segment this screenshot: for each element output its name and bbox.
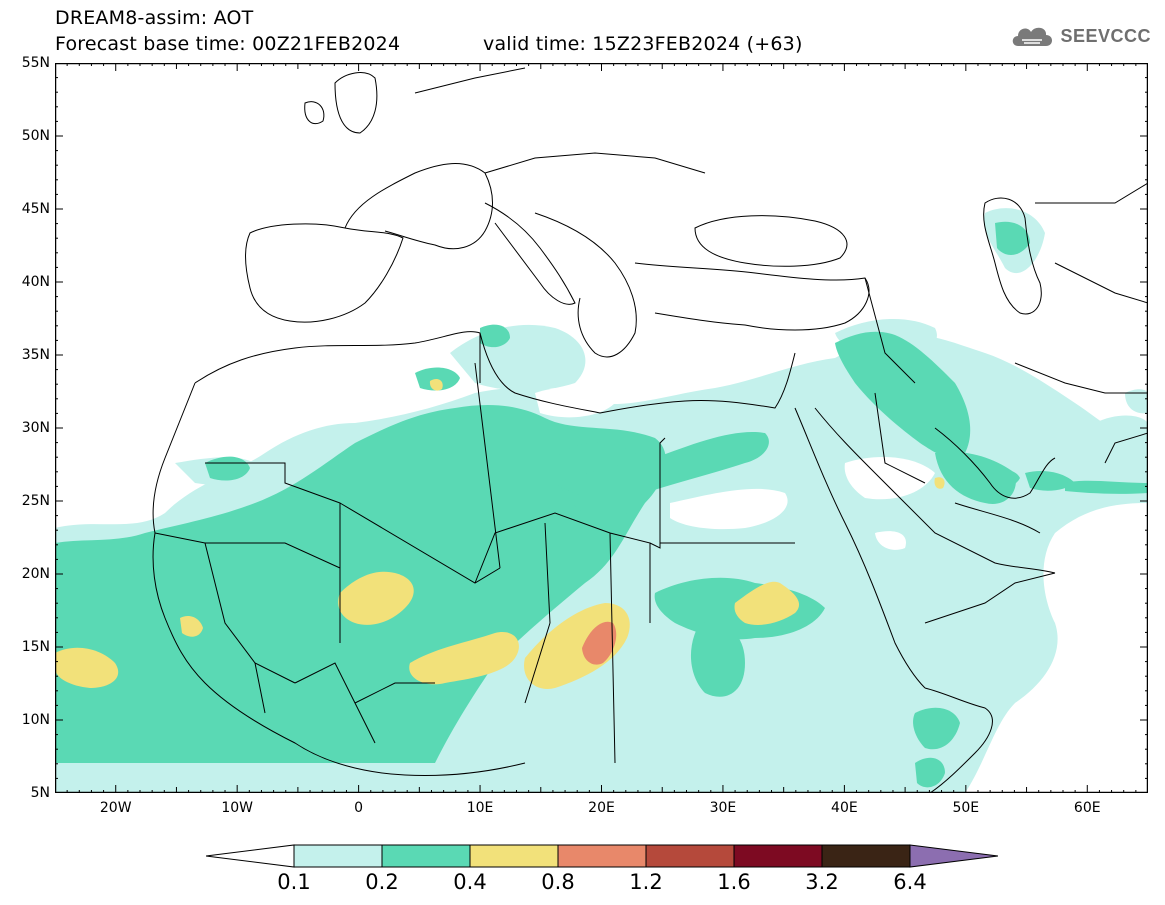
colorbar-level-label: 3.2 bbox=[805, 870, 839, 894]
lon-label: 50E bbox=[952, 800, 980, 816]
colorbar-level-label: 0.8 bbox=[541, 870, 575, 894]
lat-label: 25N bbox=[21, 493, 50, 509]
lat-label: 30N bbox=[21, 420, 50, 436]
colorbar-swatch bbox=[733, 844, 823, 868]
colorbar-level-label: 0.2 bbox=[365, 870, 399, 894]
aot-colorbar bbox=[205, 843, 999, 873]
seevccc-logo: SEEVCCC bbox=[1010, 22, 1151, 50]
forecast-time-line: Forecast base time: 00Z21FEB2024 valid ti… bbox=[55, 33, 802, 55]
colorbar-swatch bbox=[821, 844, 911, 868]
chart-title: DREAM8-assim: AOT bbox=[55, 7, 254, 29]
lon-label: 40E bbox=[831, 800, 858, 816]
lon-label: 10E bbox=[466, 800, 494, 816]
lat-label: 15N bbox=[21, 639, 50, 655]
lat-label: 45N bbox=[21, 201, 50, 217]
lat-label: 35N bbox=[21, 347, 50, 363]
colorbar-over-triangle bbox=[909, 844, 999, 868]
colorbar-level-label: 0.1 bbox=[277, 870, 311, 894]
aot-0.8-1.2-contours bbox=[582, 621, 617, 665]
lon-label: 30E bbox=[709, 800, 737, 816]
lon-label: 60E bbox=[1073, 800, 1101, 816]
lon-label: 20E bbox=[588, 800, 615, 816]
colorbar-swatch bbox=[645, 844, 735, 868]
lon-label: 0 bbox=[354, 800, 364, 816]
colorbar-swatch bbox=[293, 844, 383, 868]
cloud-logo-icon bbox=[1013, 27, 1053, 46]
colorbar-level-label: 6.4 bbox=[893, 870, 927, 894]
map-border bbox=[55, 63, 1148, 793]
colorbar-swatch bbox=[557, 844, 647, 868]
colorbar-svg bbox=[205, 844, 999, 868]
lat-label: 20N bbox=[21, 566, 50, 582]
colorbar-level-label: 1.2 bbox=[629, 870, 663, 894]
valid-time-text: valid time: 15Z23FEB2024 (+63) bbox=[483, 33, 803, 55]
colorbar-swatch bbox=[381, 844, 471, 868]
colorbar-level-label: 0.4 bbox=[453, 870, 487, 894]
lon-label: 20W bbox=[99, 800, 132, 816]
coastlines-borders bbox=[152, 67, 1148, 793]
lat-label: 40N bbox=[21, 274, 50, 290]
logo-text: SEEVCCC bbox=[1060, 25, 1151, 46]
lon-label: 10W bbox=[221, 800, 253, 816]
colorbar-under-triangle bbox=[205, 844, 295, 868]
colorbar-swatch bbox=[469, 844, 559, 868]
colorbar-level-label: 1.6 bbox=[717, 870, 751, 894]
lat-label: 55N bbox=[21, 55, 50, 71]
aot-0.4-0.8-contours bbox=[55, 378, 945, 689]
lat-label: 5N bbox=[30, 785, 50, 801]
lat-label: 10N bbox=[21, 712, 50, 728]
aot-map bbox=[55, 63, 1148, 793]
base-time-text: Forecast base time: 00Z21FEB2024 bbox=[55, 33, 401, 55]
map-canvas bbox=[55, 63, 1148, 793]
lat-label: 50N bbox=[21, 128, 50, 144]
